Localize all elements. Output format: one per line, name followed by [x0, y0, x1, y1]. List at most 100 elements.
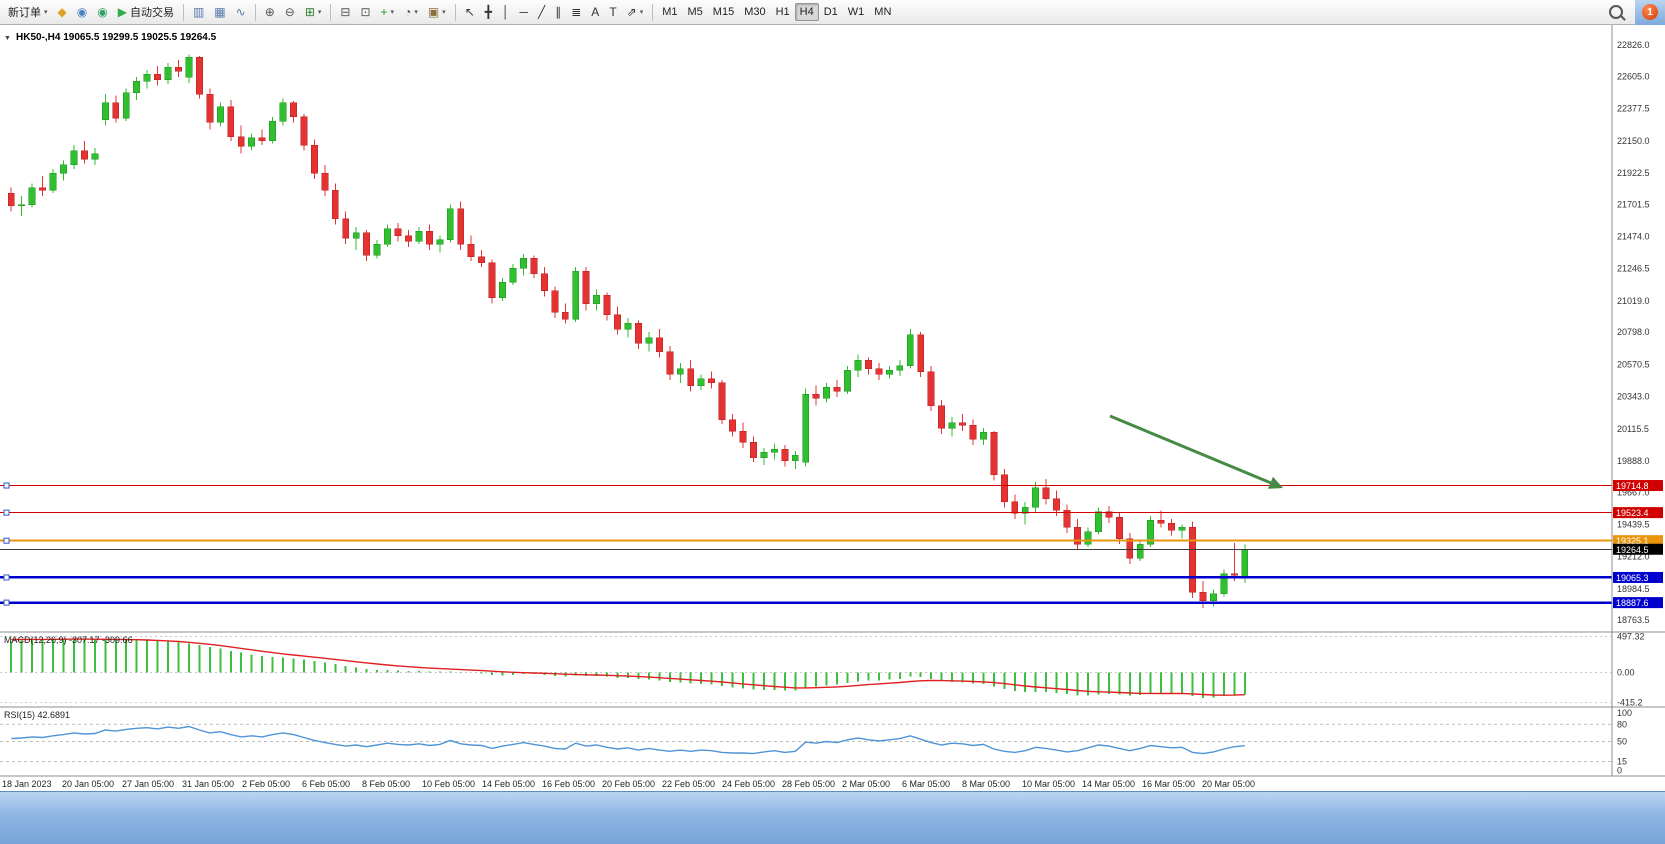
periods-button[interactable]: ◔ ▾: [399, 3, 423, 21]
search-icon[interactable]: [1609, 5, 1623, 19]
timeframe-h1-button[interactable]: H1: [771, 3, 795, 21]
candle-body: [739, 430, 747, 443]
rsi-label: RSI(15) 42.6891: [4, 710, 70, 720]
timeframe-m1-button[interactable]: M1: [657, 3, 682, 21]
candle-body: [938, 405, 946, 429]
candle-body: [1157, 519, 1165, 524]
crosshair-icon: ╋: [484, 5, 492, 19]
chart-collapse-icon[interactable]: ▼: [4, 35, 11, 42]
notification-badge[interactable]: 1: [1642, 4, 1658, 20]
crosshair-button[interactable]: ╋: [480, 3, 497, 21]
candle-body: [593, 294, 601, 304]
objects-window-button[interactable]: ⊡: [355, 3, 375, 21]
time-axis-label: 20 Mar 05:00: [1202, 779, 1255, 789]
bar-chart-button[interactable]: ▥: [188, 3, 209, 21]
candle-body: [206, 93, 214, 123]
vertical-line-button[interactable]: │: [497, 3, 515, 21]
price-tag: [1613, 597, 1663, 609]
new-order-button-label: 新订单: [8, 7, 41, 19]
timeframe-d1-button[interactable]: D1: [819, 3, 843, 21]
candlestick-chart-button[interactable]: ▦: [209, 3, 230, 21]
cursor-button[interactable]: ↖: [460, 3, 480, 21]
candle-body: [812, 393, 820, 399]
trend-arrow-line[interactable]: [1109, 414, 1279, 488]
price-axis-label: 18984.5: [1617, 584, 1650, 594]
refresh-icon-button[interactable]: ◉: [92, 3, 112, 21]
line-handle[interactable]: [3, 482, 10, 489]
trend-arrow-head[interactable]: [1268, 476, 1283, 489]
timeframe-h1-button-label: H1: [775, 6, 790, 18]
auto-trading-button[interactable]: ▶ 自动交易: [113, 1, 179, 23]
price-axis-label: 20115.5: [1617, 424, 1649, 434]
candle-body: [760, 451, 768, 459]
candle-body: [875, 368, 883, 375]
text-button[interactable]: A: [586, 3, 604, 21]
chart-window[interactable]: 22826.0 22605.0 22377.5 22150.0 21922.5 21701…: [0, 25, 1665, 791]
candle-body: [979, 432, 987, 440]
candle-body: [133, 81, 141, 93]
candle-body: [112, 102, 120, 119]
indicator-window-button[interactable]: ⊟: [335, 3, 355, 21]
chart-canvas[interactable]: 22826.0 22605.0 22377.5 22150.0 21922.5 21701…: [0, 25, 1665, 791]
candle-body: [258, 137, 266, 142]
time-axis-label: 2 Feb 05:00: [242, 779, 290, 789]
deposit-icon-button[interactable]: ◆: [53, 3, 72, 21]
shapes-button[interactable]: ⇗ ▾: [622, 3, 649, 21]
timeframe-mn-button-label: MN: [874, 6, 892, 18]
horizontal-line-icon: ─: [519, 5, 528, 19]
template-button[interactable]: ▣ ▾: [423, 3, 451, 21]
candle-body: [384, 228, 392, 245]
time-axis-label: 6 Mar 05:00: [902, 779, 950, 789]
zoom-out-button[interactable]: ⊖: [280, 3, 300, 21]
label-button[interactable]: T: [604, 3, 621, 21]
candle-body: [363, 232, 371, 256]
candle-body: [666, 351, 674, 375]
line-handle[interactable]: [3, 574, 10, 581]
candle-body: [1074, 527, 1081, 545]
candle-body: [708, 378, 716, 384]
price-tag: [1613, 480, 1663, 492]
line-chart-button[interactable]: ∿: [231, 3, 251, 21]
tile-windows-button[interactable]: ⊞ ▾: [300, 3, 327, 21]
timeframe-h4-button[interactable]: H4: [794, 3, 819, 21]
candle-body: [603, 294, 611, 316]
line-handle[interactable]: [3, 537, 10, 544]
price-tag-text: 19325.1: [1616, 536, 1649, 546]
timeframe-m30-button[interactable]: M30: [739, 3, 770, 21]
timeframe-w1-button[interactable]: W1: [843, 3, 870, 21]
candle-body: [655, 337, 663, 352]
fibonacci-button[interactable]: ≣: [566, 3, 586, 21]
candle-body: [969, 425, 977, 440]
caret-down-icon: ▾: [442, 9, 446, 16]
candle-body: [195, 57, 203, 95]
trendline-button[interactable]: ╱: [533, 3, 550, 21]
candle-body: [122, 92, 130, 119]
channel-button[interactable]: ∥: [550, 3, 566, 21]
line-handle[interactable]: [3, 509, 10, 516]
candle-body: [948, 422, 956, 429]
price-axis-label: 22605.0: [1617, 71, 1650, 81]
timeframe-m5-button[interactable]: M5: [683, 3, 708, 21]
timeframe-m15-button[interactable]: M15: [708, 3, 739, 21]
candle-body: [645, 337, 653, 344]
taskbar[interactable]: [0, 791, 1665, 844]
line-handle[interactable]: [3, 599, 10, 606]
candle-body: [1147, 519, 1155, 545]
candle-body: [687, 368, 695, 386]
candle-body: [1209, 593, 1217, 602]
candle-body: [770, 449, 778, 453]
horizontal-line-button[interactable]: ─: [514, 3, 533, 21]
zoom-in-button[interactable]: ⊕: [260, 3, 280, 21]
account-icon-button[interactable]: ◉: [72, 3, 92, 21]
timeframe-mn-button[interactable]: MN: [869, 3, 896, 21]
toolbar-right: 1: [1609, 0, 1665, 25]
text-icon: A: [591, 5, 600, 19]
add-indicator-button[interactable]: + ▾: [376, 3, 400, 21]
candle-body: [864, 359, 872, 369]
price-axis-label: 19212.0: [1617, 552, 1650, 562]
new-order-button[interactable]: 新订单 ▾: [3, 1, 53, 23]
price-tag-text: 18887.6: [1616, 598, 1649, 608]
rsi-axis-label: 50: [1617, 737, 1627, 747]
candle-body: [1000, 474, 1008, 503]
channel-icon: ∥: [555, 5, 562, 19]
